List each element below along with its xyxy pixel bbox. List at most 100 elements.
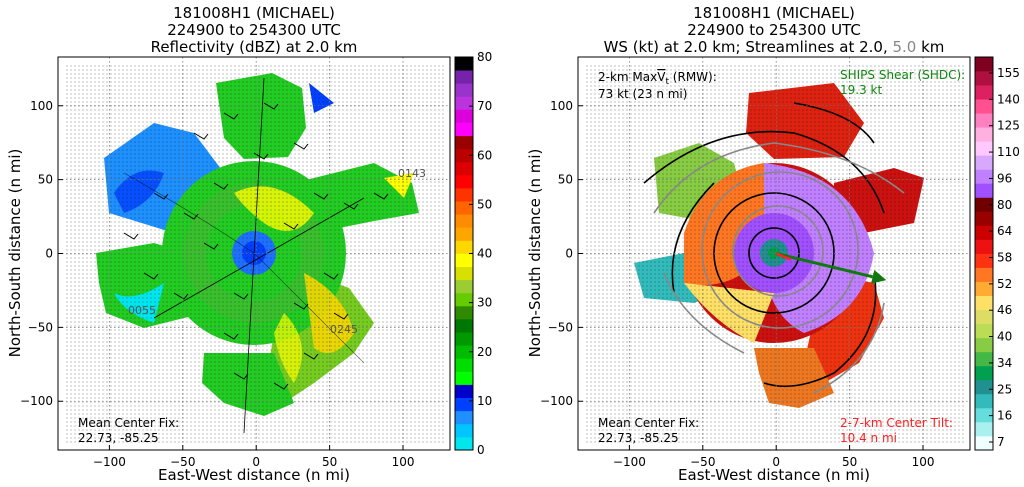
colorbar-segment xyxy=(455,292,473,307)
x-tick-label: −100 xyxy=(93,455,126,469)
y-tick-label: 0 xyxy=(45,247,53,261)
x-tick-label: 50 xyxy=(322,455,337,469)
colorbar-segment xyxy=(975,435,993,451)
colorbar-segment xyxy=(975,169,993,184)
max-wind-symbol: V xyxy=(657,70,666,84)
colorbar-segment xyxy=(975,99,993,114)
center-tilt-arrow xyxy=(775,252,792,261)
colorbar-tick-label: 40 xyxy=(997,330,1012,344)
max-wind-subscript: t xyxy=(665,77,669,87)
colorbar-segment xyxy=(975,323,993,339)
colorbar-tick-label: 25 xyxy=(997,382,1012,396)
colorbar-segment xyxy=(975,351,993,367)
left-title-line-3: Reflectivity (dBZ) at 2.0 km xyxy=(151,38,358,56)
shear-label: SHIPS Shear (SHDC): xyxy=(840,68,965,82)
colorbar-tick-label: 46 xyxy=(997,303,1012,317)
colorbar-segment xyxy=(455,240,473,254)
right-colorbar: 7 16 25 34 40 46 52 58 64 80 96 110 125 140 155 xyxy=(974,56,1020,451)
colorbar-segment xyxy=(455,423,473,438)
colorbar-tick-label: 64 xyxy=(997,224,1012,238)
x-tick-label: 100 xyxy=(392,455,415,469)
colorbar-segment xyxy=(455,135,473,150)
colorbar-segment xyxy=(975,71,993,86)
colorbar-tick-label: 40 xyxy=(477,247,492,261)
colorbar-segment xyxy=(455,384,473,398)
colorbar-segment xyxy=(975,155,993,170)
colorbar-segment xyxy=(975,407,993,423)
colorbar-segment xyxy=(455,227,473,241)
colorbar-segment xyxy=(455,83,473,97)
flight-label-0143: 0143 xyxy=(398,167,426,180)
left-xlabel: East-West distance (n mi) xyxy=(158,466,350,484)
colorbar-tick-label: 7 xyxy=(997,435,1005,449)
wind-speed-field xyxy=(584,63,964,443)
max-wind-line-1: 2-km MaxVt (RMW): xyxy=(598,70,717,87)
colorbar-segment xyxy=(455,201,473,215)
colorbar-segment xyxy=(455,319,473,333)
tilt-value: 10.4 n mi xyxy=(840,431,897,445)
wind-speed-panel: 181008H1 (MICHAEL) 224900 to 254300 UTC … xyxy=(526,4,1020,484)
colorbar-segment xyxy=(455,161,473,176)
y-tick-label: 100 xyxy=(550,99,573,113)
y-tick-label: 50 xyxy=(558,173,573,187)
right-ylabel: North-South distance (n mi) xyxy=(526,149,544,358)
right-title-line-1: 181008H1 (MICHAEL) xyxy=(693,4,855,22)
colorbar-segment xyxy=(975,239,993,254)
colorbar-segment xyxy=(455,279,473,294)
x-tick-label: 0 xyxy=(252,455,260,469)
colorbar-tick-label: 96 xyxy=(997,171,1012,185)
left-grid xyxy=(58,57,450,450)
reflectivity-field xyxy=(64,63,444,443)
left-mean-center-label: Mean Center Fix: xyxy=(78,416,179,430)
colorbar-segment xyxy=(455,214,473,228)
colorbar-segment xyxy=(455,345,473,359)
colorbar-tick-label: 80 xyxy=(477,50,492,64)
x-tick-label: −50 xyxy=(170,455,195,469)
x-tick-label: 50 xyxy=(842,455,857,469)
colorbar-segment xyxy=(455,70,473,84)
colorbar-tick-label: 70 xyxy=(477,99,492,113)
colorbar-segment xyxy=(975,113,993,128)
colorbar-segment xyxy=(975,225,993,240)
right-title-unit: km xyxy=(916,38,944,56)
colorbar-segment xyxy=(975,421,993,437)
colorbar-frame xyxy=(974,56,994,451)
shear-value: 19.3 kt xyxy=(840,83,882,97)
shear-vector-arrowhead xyxy=(871,270,887,284)
right-xlabel: East-West distance (n mi) xyxy=(678,466,870,484)
colorbar-segment xyxy=(975,295,993,311)
colorbar-segment xyxy=(975,267,993,282)
y-tick-label: 100 xyxy=(30,99,53,113)
x-tick-label: 0 xyxy=(772,455,780,469)
colorbar-segment xyxy=(455,148,473,163)
right-title-height: 5.0 xyxy=(892,38,916,56)
colorbar-segment xyxy=(975,253,993,268)
colorbar-tick-label: 50 xyxy=(477,197,492,211)
colorbar-segment xyxy=(975,379,993,395)
colorbar-segment xyxy=(975,197,993,212)
left-mean-center-value: 22.73, -85.25 xyxy=(78,431,159,445)
colorbar-segment xyxy=(975,393,993,409)
y-tick-label: −50 xyxy=(548,320,573,334)
colorbar-segment xyxy=(975,309,993,325)
left-title-line-2: 224900 to 254300 UTC xyxy=(167,21,341,39)
colorbar-segment xyxy=(455,410,473,425)
flight-label-0055: 0055 xyxy=(128,304,156,317)
right-title-line-2: 224900 to 254300 UTC xyxy=(687,21,861,39)
colorbar-tick-label: 52 xyxy=(997,277,1012,291)
colorbar-segment xyxy=(455,305,473,320)
y-tick-label: 0 xyxy=(565,247,573,261)
colorbar-segment xyxy=(455,253,473,267)
colorbar-segment xyxy=(975,365,993,381)
colorbar-tick-label: 20 xyxy=(477,345,492,359)
colorbar-tick-label: 58 xyxy=(997,251,1012,265)
colorbar-tick-label: 140 xyxy=(997,92,1020,106)
flight-label-0245: 0245 xyxy=(330,323,358,336)
left-title-line-1: 181008H1 (MICHAEL) xyxy=(173,4,335,22)
colorbar-segment xyxy=(455,174,473,189)
right-grid xyxy=(578,57,970,450)
colorbar-segment xyxy=(455,397,473,412)
max-wind-value: 73 kt (23 n mi) xyxy=(598,87,687,101)
colorbar-segment xyxy=(455,358,473,372)
